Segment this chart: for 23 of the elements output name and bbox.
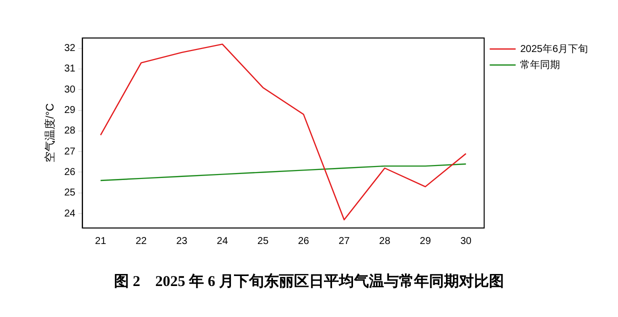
x-tick-label: 30 — [460, 236, 472, 247]
x-tick-label: 26 — [298, 236, 310, 247]
y-tick-label: 25 — [64, 188, 76, 199]
legend-label: 常年同期 — [520, 58, 560, 71]
y-tick-label: 31 — [64, 64, 76, 75]
x-tick-label: 24 — [216, 236, 228, 247]
x-tick-label: 22 — [136, 236, 148, 247]
y-tick-label: 28 — [64, 126, 76, 137]
y-tick-label: 24 — [64, 208, 76, 220]
legend-label: 2025年6月下旬 — [520, 42, 588, 55]
x-tick-label: 23 — [176, 236, 188, 247]
y-tick-label: 29 — [64, 105, 76, 116]
y-axis-title: 空气温度/°C — [44, 103, 57, 163]
x-tick-label: 28 — [379, 236, 391, 247]
y-tick-label: 27 — [64, 146, 76, 158]
x-tick-label: 21 — [95, 236, 107, 247]
text: 图 2 2025 年 6 月下旬东丽区日平均气温与常年同期对比图 — [113, 272, 505, 291]
x-tick-label: 25 — [257, 236, 269, 247]
y-tick-label: 32 — [64, 43, 76, 54]
y-tick-label: 26 — [64, 166, 76, 178]
x-tick-label: 29 — [420, 236, 432, 247]
y-tick-label: 30 — [64, 84, 76, 96]
x-tick-label: 27 — [338, 236, 350, 247]
